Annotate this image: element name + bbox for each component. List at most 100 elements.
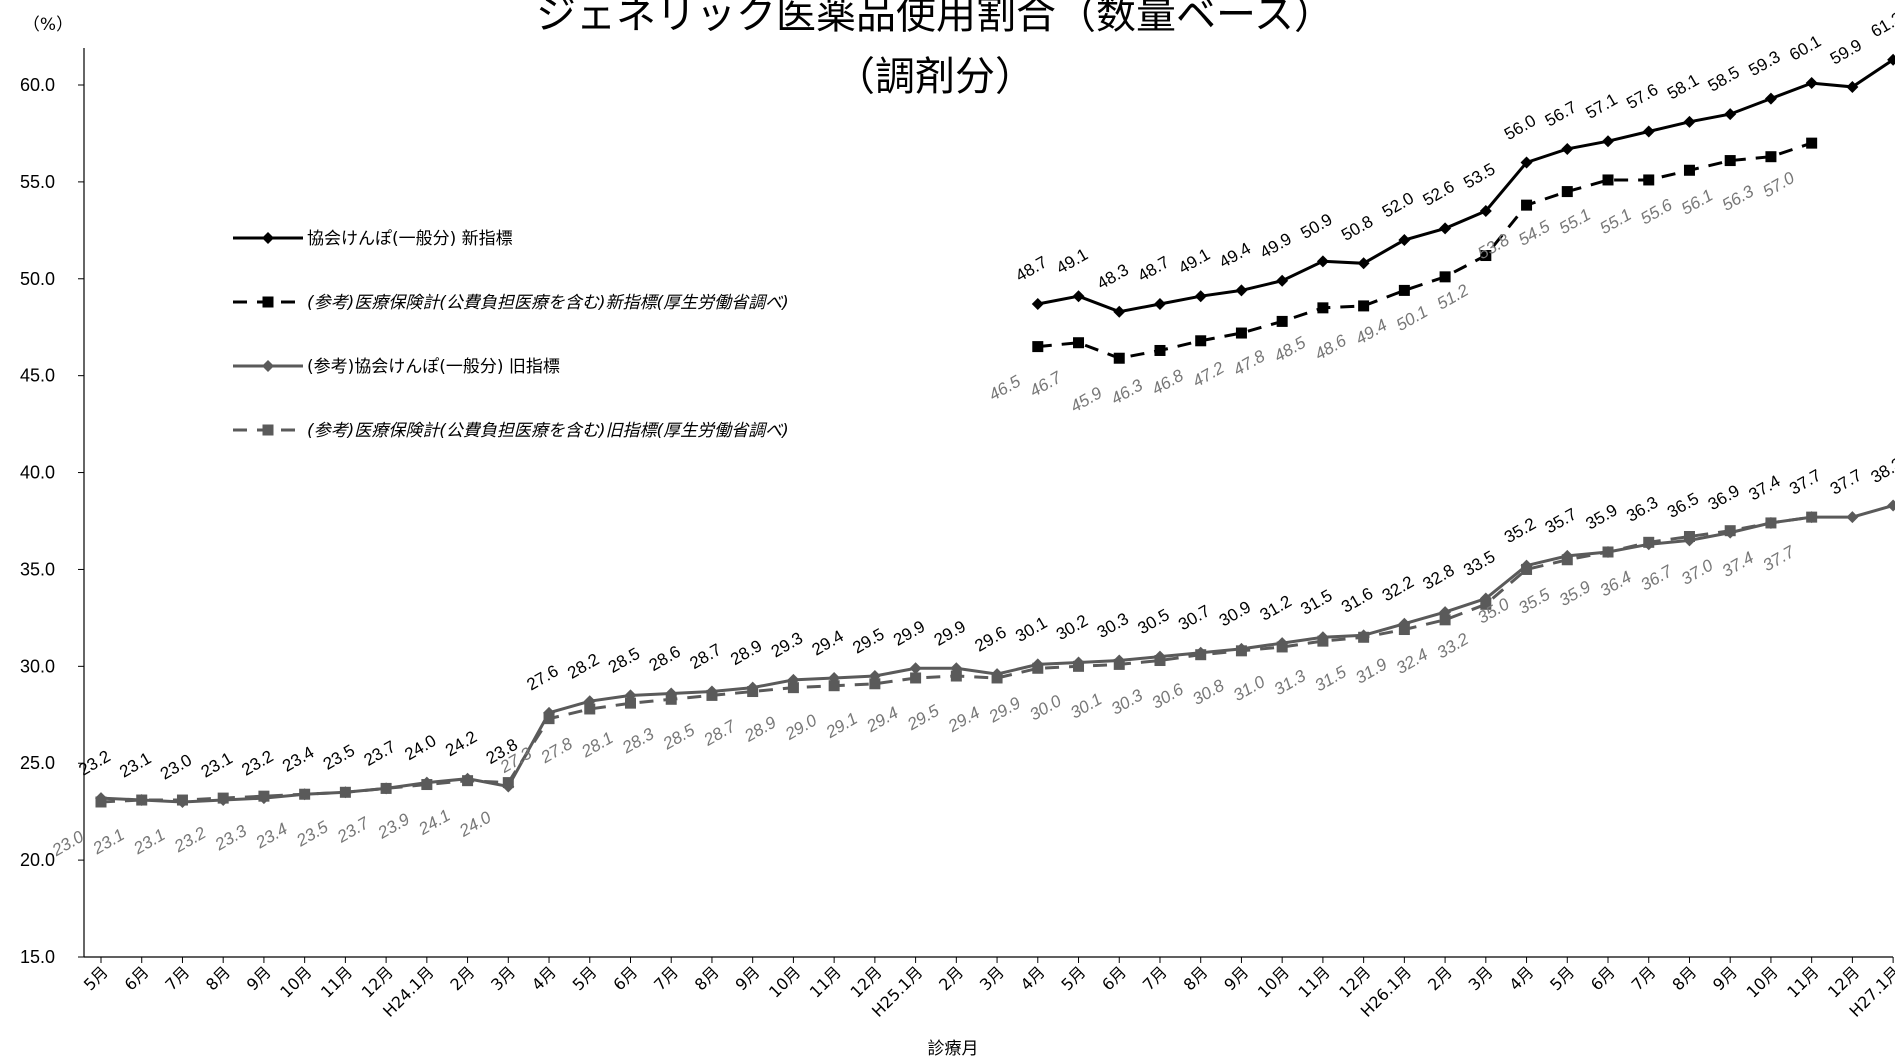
x-tick-label: 10月 bbox=[276, 962, 315, 1001]
legend: 協会けんぽ(一般分) 新指標 (参考)医療保険計(公費負担医療を含む)新指標(厚生… bbox=[233, 229, 789, 441]
x-tick-label: 4月 bbox=[528, 962, 560, 994]
data-point bbox=[1113, 658, 1125, 670]
data-label: 46.8 bbox=[1149, 366, 1188, 399]
data-label: 55.6 bbox=[1637, 195, 1676, 228]
data-label: 29.3 bbox=[768, 628, 806, 661]
x-tick-label: 6月 bbox=[609, 962, 641, 994]
data-label: 23.7 bbox=[333, 813, 372, 847]
data-point bbox=[1154, 344, 1166, 356]
data-point bbox=[1887, 53, 1895, 66]
data-label: 27.6 bbox=[524, 661, 562, 694]
data-label: 28.7 bbox=[686, 640, 724, 673]
data-label: 35.7 bbox=[1542, 504, 1580, 537]
data-label: 23.5 bbox=[292, 817, 331, 851]
data-label: 29.9 bbox=[985, 693, 1024, 727]
data-label: 61.3 bbox=[1868, 8, 1895, 41]
data-label: 30.2 bbox=[1053, 611, 1091, 644]
data-label: 57.1 bbox=[1583, 90, 1621, 123]
x-tick-label: 2月 bbox=[935, 962, 967, 994]
x-tick-label: 8月 bbox=[202, 962, 234, 994]
data-point bbox=[1358, 300, 1370, 312]
data-label: 29.5 bbox=[903, 701, 942, 735]
data-label: 31.6 bbox=[1338, 584, 1376, 617]
data-point bbox=[1805, 77, 1818, 90]
x-tick-label: 11月 bbox=[1783, 962, 1822, 1001]
data-point bbox=[299, 788, 311, 800]
data-label: 59.3 bbox=[1745, 47, 1783, 80]
data-label: 56.0 bbox=[1501, 111, 1539, 144]
y-tick-label: 40.0 bbox=[20, 463, 55, 483]
data-point bbox=[1032, 662, 1044, 674]
data-label: 31.2 bbox=[1257, 592, 1295, 625]
data-label: 28.7 bbox=[700, 716, 739, 750]
data-label: 29.0 bbox=[781, 710, 820, 744]
data-point bbox=[1113, 305, 1126, 318]
data-label: 38.3 bbox=[1868, 454, 1895, 487]
series-2 bbox=[1032, 137, 1818, 364]
data-label: 23.1 bbox=[116, 748, 154, 781]
x-tick-label: 9月 bbox=[1220, 962, 1252, 994]
y-tick-label: 25.0 bbox=[20, 753, 55, 773]
data-point bbox=[787, 682, 799, 694]
data-point bbox=[1683, 164, 1695, 176]
data-point bbox=[1316, 255, 1329, 268]
axes: 60.0 55.0 50.0 45.0 40.0 35.0 30.0 25.0 20.0 15.0… bbox=[20, 48, 1895, 1021]
data-label: 24.1 bbox=[415, 806, 454, 840]
data-label: 30.7 bbox=[1175, 601, 1213, 634]
y-tick-label: 20.0 bbox=[20, 850, 55, 870]
data-label: 23.2 bbox=[76, 747, 114, 780]
data-label: 31.5 bbox=[1311, 662, 1350, 695]
data-point bbox=[136, 794, 148, 806]
x-tick-label: 7月 bbox=[1628, 962, 1660, 994]
data-label: 23.3 bbox=[211, 821, 250, 855]
x-tick-label: 11月 bbox=[317, 962, 356, 1001]
data-point bbox=[543, 713, 555, 725]
data-point bbox=[1480, 250, 1492, 262]
data-label: 30.0 bbox=[1026, 691, 1065, 724]
data-label: 49.9 bbox=[1257, 229, 1295, 262]
data-label: 29.4 bbox=[863, 703, 902, 737]
data-label: 28.5 bbox=[659, 720, 698, 754]
data-label: 35.2 bbox=[1501, 514, 1539, 547]
data-label: 30.9 bbox=[1216, 597, 1254, 630]
data-label: 31.0 bbox=[1230, 672, 1269, 705]
data-label: 28.9 bbox=[727, 636, 765, 669]
data-label: 29.6 bbox=[972, 623, 1010, 656]
data-point bbox=[1521, 563, 1533, 575]
data-label: 29.9 bbox=[890, 617, 928, 650]
data-label: 57.0 bbox=[1760, 168, 1799, 201]
data-label: 28.9 bbox=[740, 712, 779, 746]
data-point bbox=[584, 703, 596, 715]
x-tick-label: 4月 bbox=[1505, 962, 1537, 994]
x-axis-label: 診療月 bbox=[928, 1039, 979, 1059]
data-label: 35.9 bbox=[1583, 500, 1621, 533]
data-point bbox=[747, 686, 759, 698]
data-point bbox=[706, 689, 718, 701]
data-label: 30.5 bbox=[1135, 605, 1173, 638]
data-label: 23.2 bbox=[238, 747, 276, 780]
data-label: 32.4 bbox=[1393, 645, 1431, 678]
data-point bbox=[1276, 274, 1289, 287]
data-label: 36.7 bbox=[1637, 561, 1676, 594]
data-label: 24.0 bbox=[455, 807, 494, 841]
series-layer bbox=[95, 53, 1895, 808]
x-tick-label: 11月 bbox=[1295, 962, 1334, 1001]
data-point bbox=[1642, 125, 1655, 138]
data-point bbox=[1480, 598, 1492, 610]
x-tick-label: 10月 bbox=[1254, 962, 1293, 1001]
data-point bbox=[380, 782, 392, 794]
chart-title: ジェネリック医薬品使用割合（数量ベース） bbox=[536, 0, 1334, 38]
data-label: 56.7 bbox=[1542, 97, 1580, 130]
x-tick-label: 2月 bbox=[1424, 962, 1456, 994]
data-point bbox=[1398, 234, 1411, 247]
legend-entry: 協会けんぽ(一般分) 新指標 bbox=[307, 229, 513, 249]
data-point bbox=[1439, 222, 1452, 235]
data-point bbox=[217, 792, 229, 804]
data-label: 23.0 bbox=[157, 750, 195, 783]
x-tick-label: 2月 bbox=[446, 962, 478, 994]
legend-marker bbox=[262, 296, 274, 308]
legend-marker bbox=[262, 232, 274, 244]
data-point bbox=[1479, 204, 1492, 217]
data-point bbox=[1276, 315, 1288, 327]
data-label: 48.6 bbox=[1311, 331, 1350, 364]
